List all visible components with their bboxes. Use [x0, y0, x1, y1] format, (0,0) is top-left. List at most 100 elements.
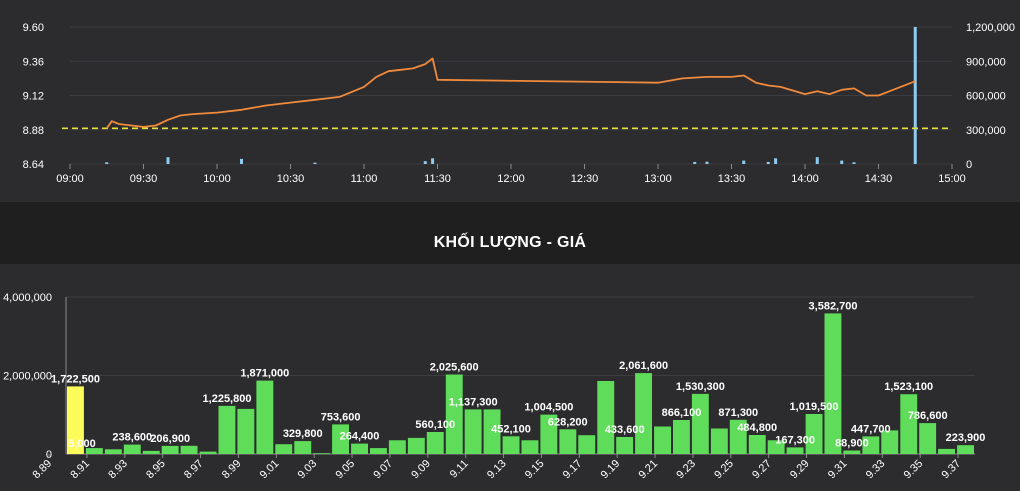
volume-bar — [464, 409, 482, 454]
bar-value-label: 1,530,300 — [676, 381, 725, 393]
x-tick-label: 9.29 — [788, 458, 812, 482]
volume-bar — [161, 445, 179, 454]
intraday-volume-bar — [431, 158, 435, 164]
volume-bar — [67, 386, 84, 454]
bar-value-label: 3,582,700 — [809, 300, 858, 312]
volume-bar — [597, 381, 615, 454]
x-tick-label: 11:30 — [424, 173, 451, 185]
x-tick-label: 8.99 — [220, 458, 244, 482]
bar-value-label: 447,700 — [851, 423, 891, 435]
volume-bar — [881, 430, 899, 454]
bar-value-label: 1,137,300 — [449, 396, 498, 408]
volume-bar — [919, 423, 937, 454]
x-tick-label: 9.07 — [371, 458, 395, 482]
bar-value-label: 866,100 — [662, 407, 702, 419]
x-tick-label: 9.05 — [334, 458, 358, 482]
y-right-tick-label: 600,000 — [966, 91, 1006, 103]
bar-value-label: 753,600 — [321, 411, 361, 423]
x-tick-label: 9.33 — [864, 458, 888, 482]
x-tick-label: 9.25 — [712, 458, 736, 482]
x-tick-label: 8.91 — [68, 458, 92, 482]
x-tick-label: 9.15 — [523, 458, 547, 482]
volume-bar — [805, 414, 823, 454]
x-tick-label: 9.27 — [750, 458, 774, 482]
volume-bar — [275, 444, 293, 454]
bar-value-label: 484,800 — [737, 422, 777, 434]
volume-bar — [351, 443, 368, 454]
volume-bar — [483, 409, 501, 454]
volume-bar — [294, 441, 312, 454]
intraday-volume-bar — [705, 161, 709, 164]
bar-value-label: 2,025,600 — [430, 362, 479, 374]
volume-bar — [180, 445, 198, 454]
intraday-volume-bar — [423, 161, 427, 164]
volume-bar — [407, 437, 425, 454]
bar-value-label: 871,300 — [718, 407, 758, 419]
volume-bar — [862, 436, 880, 454]
bar-value-label: 167,300 — [775, 434, 815, 446]
volume-bar — [388, 440, 406, 454]
volume-bar — [635, 373, 652, 454]
x-tick-label: 8.95 — [144, 458, 168, 482]
x-tick-label: 13:00 — [644, 173, 672, 185]
y-right-tick-label: 0 — [966, 159, 972, 171]
bar-value-label: 628,200 — [548, 416, 588, 428]
volume-bar — [218, 405, 236, 454]
volume-bar — [199, 451, 217, 454]
x-tick-label: 09:00 — [56, 173, 84, 185]
volume-bar — [256, 380, 274, 454]
intraday-volume-bar — [240, 158, 243, 164]
intraday-volume-bar — [815, 157, 819, 164]
x-tick-label: 9.09 — [409, 458, 433, 482]
x-tick-label: 09:30 — [130, 173, 158, 185]
intraday-volume-bar — [840, 160, 844, 164]
x-tick-label: 9.35 — [902, 458, 926, 482]
volume-by-price-chart: 4,000,0002,000,00001,722,500238,600206,9… — [3, 292, 985, 482]
volume-bar — [502, 436, 520, 454]
volume-bar — [710, 428, 728, 454]
volume-bar — [843, 450, 861, 454]
section-title: KHỐI LƯỢNG - GIÁ — [433, 234, 587, 251]
volume-bar — [957, 445, 974, 454]
bar-value-label: 1,871,000 — [240, 368, 289, 380]
bar-value-label: 1,004,500 — [524, 402, 573, 414]
bar-value-label: 452,100 — [491, 423, 531, 435]
price-line — [106, 57, 916, 129]
y-left-tick-label: 8.88 — [23, 125, 44, 137]
volume-bar — [521, 440, 539, 454]
x-tick-label: 9.21 — [637, 458, 661, 482]
volume-bar — [559, 429, 577, 454]
x-tick-label: 9.17 — [561, 458, 585, 482]
y-left-tick-label: 9.12 — [23, 91, 44, 103]
bar-value-label: 1,722,500 — [51, 373, 100, 385]
volume-bar — [767, 440, 785, 454]
y-left-tick-label: 9.60 — [23, 22, 44, 34]
x-tick-label: 12:30 — [571, 173, 599, 185]
y-left-tick-label: 9.36 — [23, 56, 44, 68]
x-tick-label: 9.19 — [599, 458, 623, 482]
volume-bar — [616, 437, 634, 454]
volume-bar — [332, 424, 349, 454]
intraday-volume-bar — [742, 160, 746, 164]
volume-bar — [654, 426, 671, 454]
volume-bar — [426, 432, 444, 454]
bar-value-label: 1,523,100 — [884, 381, 933, 393]
volume-bar — [673, 420, 690, 454]
x-tick-label: 9.37 — [940, 458, 964, 482]
volume-bar — [370, 448, 387, 454]
x-tick-label: 9.13 — [485, 458, 509, 482]
intraday-volume-bar — [166, 157, 170, 164]
y-right-tick-label: 900,000 — [966, 56, 1006, 68]
bar-value-label: 2,061,600 — [619, 360, 668, 372]
volume-bar — [445, 374, 463, 454]
intraday-volume-bar — [774, 158, 778, 164]
volume-bar — [938, 448, 955, 454]
bar-value-label: 1,019,500 — [790, 401, 839, 413]
bar-value-label: 786,600 — [908, 410, 948, 422]
volume-bar — [313, 453, 331, 454]
volume-bar — [729, 419, 747, 454]
x-tick-label: 9.03 — [296, 458, 320, 482]
x-tick-label: 9.11 — [448, 458, 471, 481]
bar-value-label: 433,600 — [605, 424, 645, 436]
section-divider — [0, 202, 1020, 264]
